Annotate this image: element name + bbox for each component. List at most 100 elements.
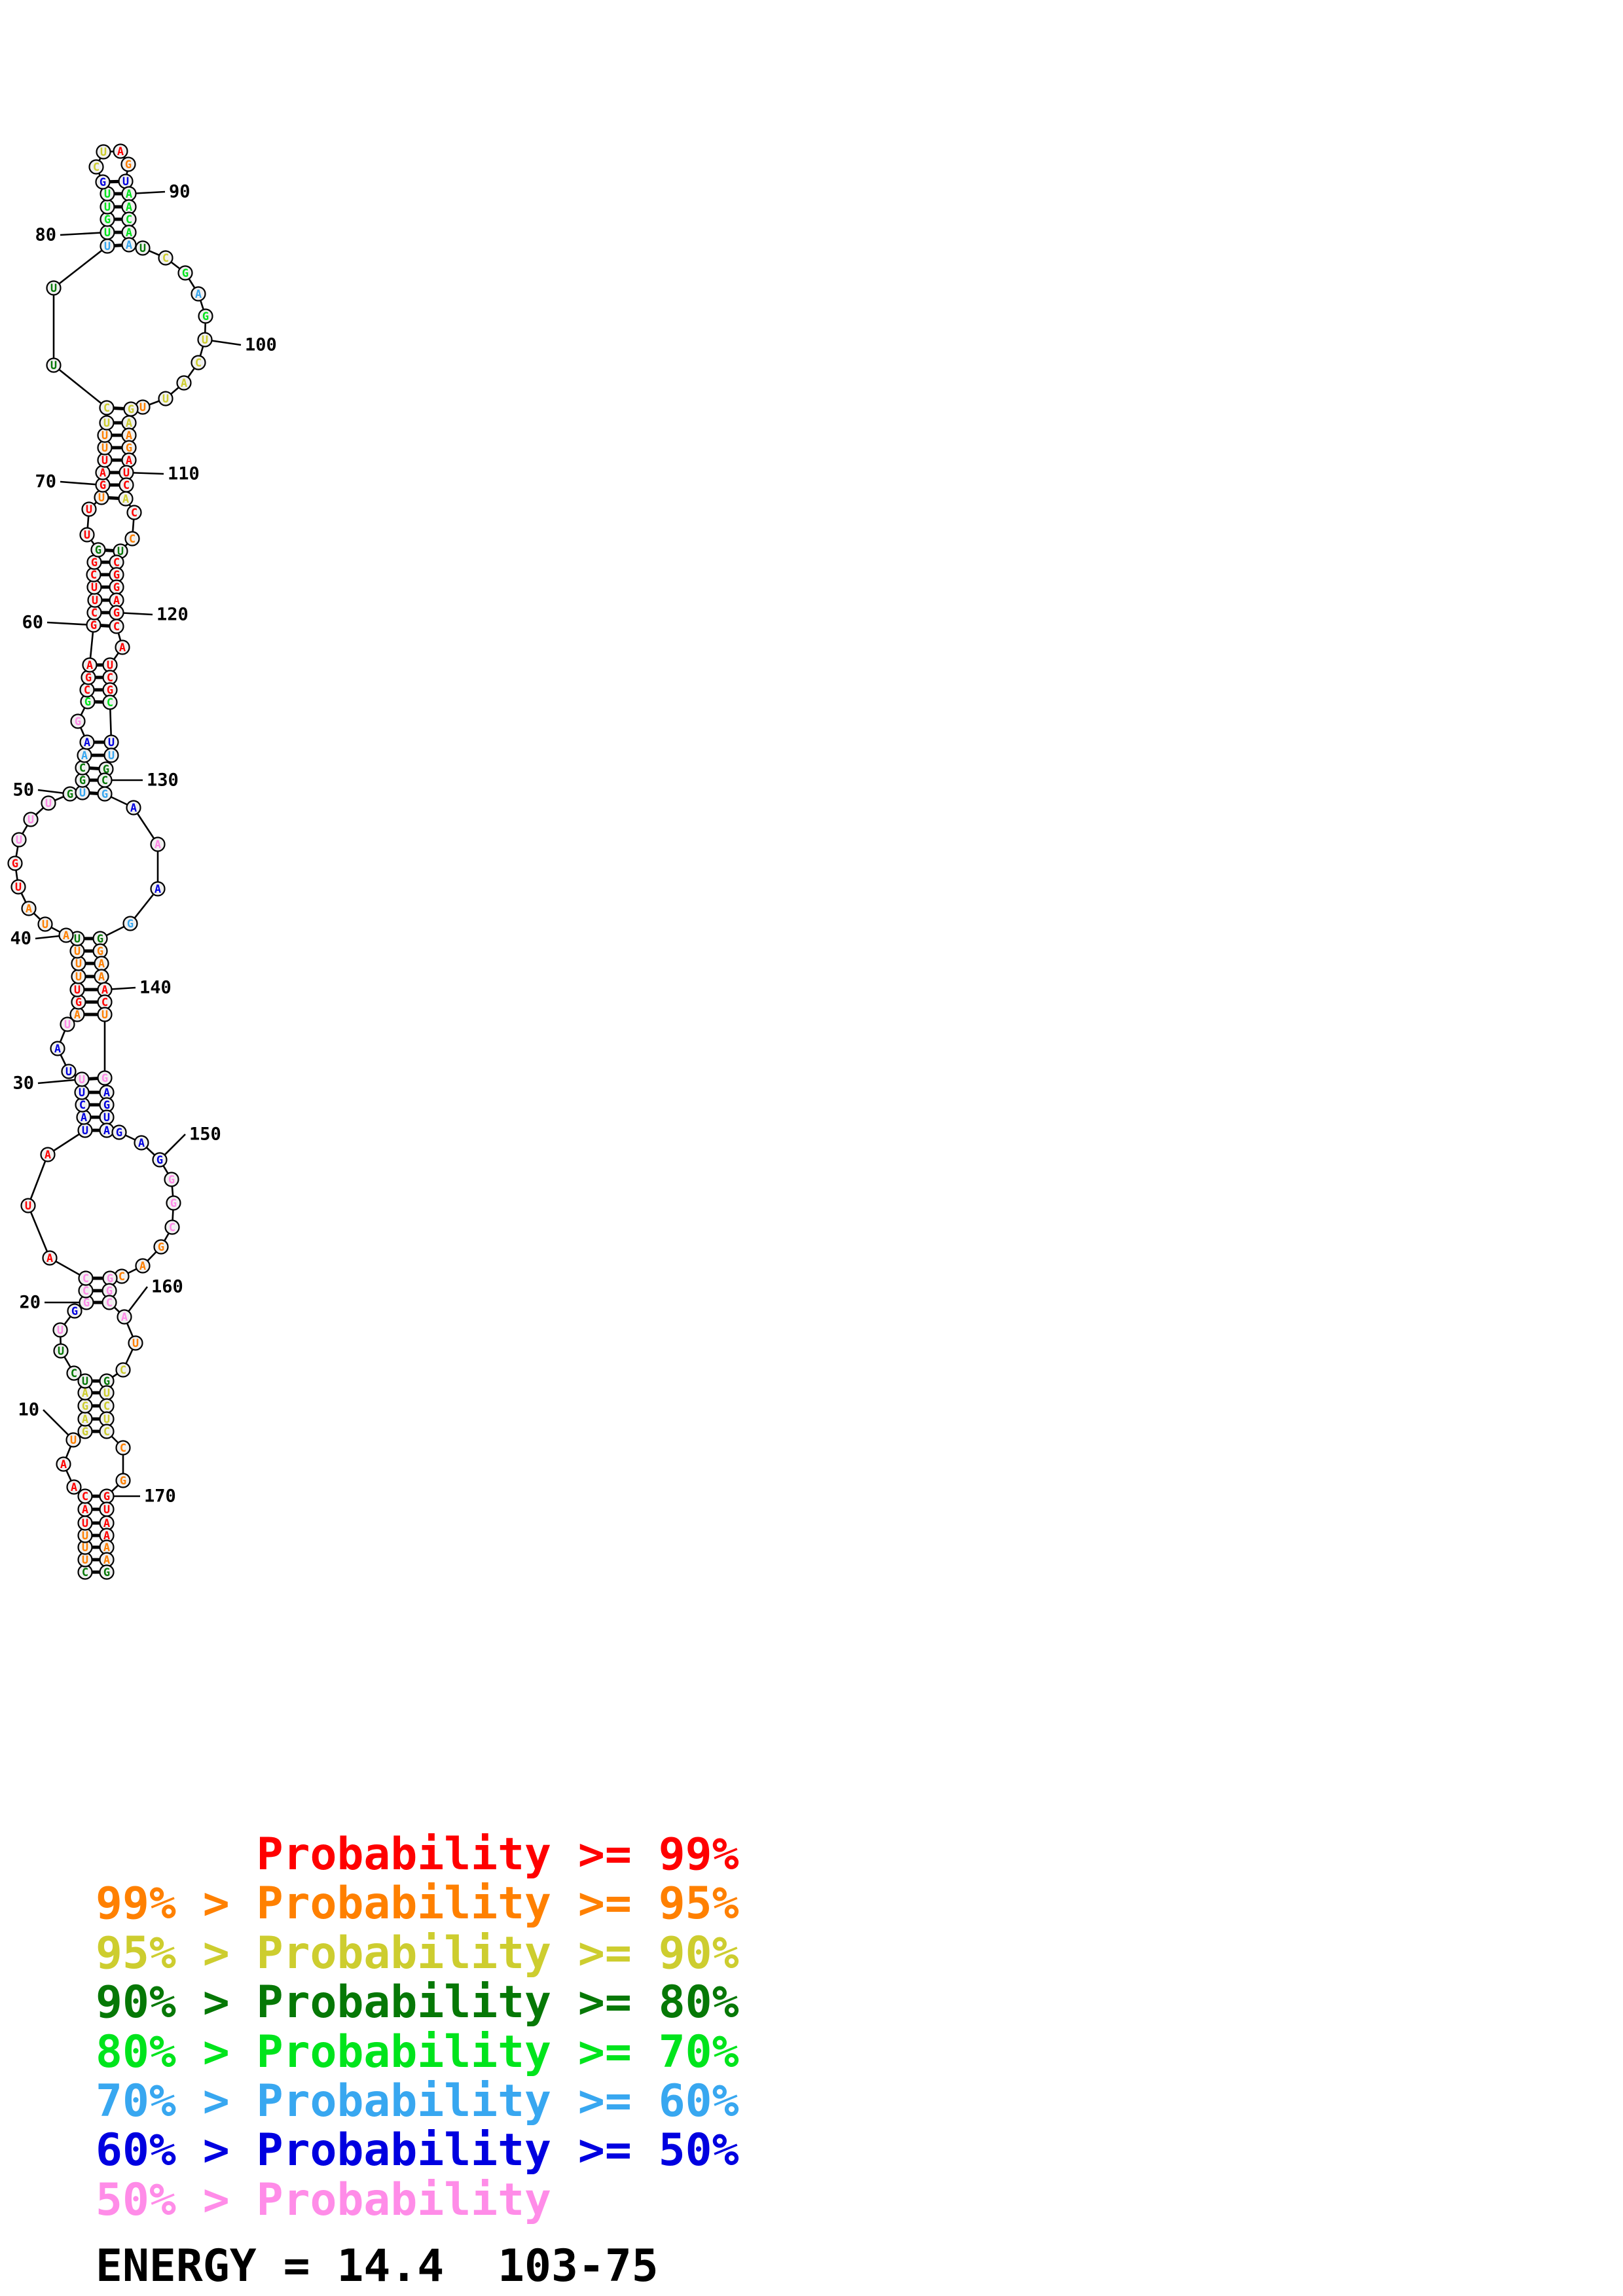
nucleotide: G <box>111 1124 127 1140</box>
nucleotide-letter: A <box>98 958 105 971</box>
nucleotide-letter: A <box>155 883 161 896</box>
nucleotide-letter: U <box>79 787 86 800</box>
nucleotide-circle <box>46 280 62 296</box>
nucleotide-letter: A <box>60 1458 67 1471</box>
nucleotide: A <box>121 237 137 253</box>
nucleotide-letter: G <box>107 1272 113 1285</box>
position-label: 120 <box>116 605 189 625</box>
nucleotide: C <box>109 554 124 570</box>
nucleotide: G <box>90 542 106 558</box>
nucleotide: A <box>77 1411 93 1427</box>
nucleotide-circle <box>122 916 138 931</box>
nucleotide-circle <box>10 879 26 895</box>
position-label: 20 <box>19 1293 86 1313</box>
nucleotide-letter: A <box>126 429 132 442</box>
nucleotide: U <box>53 1343 69 1359</box>
nucleotide: C <box>126 505 142 520</box>
nucleotide-letter: U <box>101 429 108 442</box>
nucleotide: G <box>99 1564 115 1580</box>
nucleotide: U <box>135 240 151 256</box>
nucleotide: G <box>67 1303 82 1319</box>
position-label-text: 100 <box>245 335 277 355</box>
nucleotide-letter: U <box>139 401 146 414</box>
nucleotide: U <box>77 1122 93 1138</box>
nucleotide-letter: C <box>82 1490 88 1503</box>
nucleotide-circle <box>99 415 115 431</box>
nucleotide-letter: U <box>98 492 105 505</box>
nucleotide: C <box>88 159 104 175</box>
nucleotide-letter: G <box>75 715 81 728</box>
nucleotide-letter: C <box>93 161 100 174</box>
nucleotide-letter: C <box>113 620 120 634</box>
nucleotide-letter: G <box>91 556 98 569</box>
nucleotide: U <box>46 357 62 373</box>
nucleotide-letter: A <box>117 145 124 158</box>
nucleotide-circle <box>150 881 166 897</box>
nucleotides: CUUUUACAAUGAGAUCUUGGCCAUAUACUUUAUAGUUUUU… <box>7 143 213 1580</box>
nucleotide-letter: G <box>125 158 132 171</box>
nucleotide-circle <box>111 1124 127 1140</box>
nucleotide: A <box>121 427 137 443</box>
nucleotide-letter: U <box>101 442 108 455</box>
nucleotide-letter: A <box>98 971 105 984</box>
nucleotide-letter: A <box>81 1111 87 1124</box>
legend-item: 90% > Probability >= 80% <box>96 1977 739 2028</box>
nucleotide-letter: U <box>82 1124 88 1138</box>
nucleotide: U <box>61 1064 77 1079</box>
nucleotide: G <box>198 308 213 324</box>
nucleotide: C <box>86 605 102 620</box>
nucleotide-circle <box>7 855 23 871</box>
position-label: 110 <box>126 464 200 484</box>
nucleotide: U <box>97 1007 113 1022</box>
nucleotide-circle <box>128 1335 143 1351</box>
nucleotide-circle <box>81 501 97 517</box>
nucleotide: G <box>99 1097 115 1113</box>
nucleotide-circle <box>96 144 111 160</box>
nucleotide-letter: U <box>123 467 130 480</box>
nucleotide: U <box>71 956 86 971</box>
position-label-text: 30 <box>12 1073 34 1094</box>
nucleotide-letter: A <box>63 929 69 942</box>
nucleotide-letter: U <box>103 1111 110 1124</box>
nucleotide-circle <box>11 832 27 848</box>
nucleotide-circle <box>67 1303 82 1319</box>
nucleotide-circle <box>113 143 128 159</box>
nucleotide: C <box>158 250 173 266</box>
legend-item: 50% > Probability <box>96 2174 551 2226</box>
nucleotide-letter: A <box>138 1137 145 1150</box>
nucleotide-circle <box>79 734 95 750</box>
nucleotide-circle <box>66 1479 82 1495</box>
nucleotide-letter: A <box>103 1517 110 1530</box>
position-label-text: 110 <box>168 464 200 484</box>
nucleotide-letter: U <box>79 1086 85 1100</box>
nucleotide-letter: C <box>90 569 97 582</box>
nucleotide-circle <box>88 159 104 175</box>
nucleotide-letter: A <box>46 1252 53 1265</box>
nucleotide: U <box>79 527 95 543</box>
nucleotide: C <box>78 1283 94 1299</box>
nucleotide-circle <box>60 1016 75 1032</box>
nucleotide-circle <box>74 1071 90 1087</box>
nucleotide-letter: U <box>104 240 111 253</box>
nucleotide-letter: G <box>97 933 103 946</box>
nucleotide-circle <box>166 1195 181 1211</box>
nucleotide-letter: U <box>70 1434 77 1447</box>
nucleotide-circle <box>198 308 213 324</box>
nucleotide-letter: G <box>100 479 106 492</box>
nucleotide-letter: C <box>103 1426 110 1439</box>
nucleotide-circle <box>120 156 136 172</box>
position-label: 90 <box>128 182 191 202</box>
nucleotide-letter: C <box>129 533 136 546</box>
nucleotide: C <box>191 355 206 370</box>
nucleotide-letter: U <box>82 1375 88 1388</box>
nucleotide-letter: C <box>82 1272 89 1285</box>
nucleotide-letter: U <box>101 1009 108 1022</box>
nucleotide: U <box>75 785 90 800</box>
nucleotide-letter: U <box>65 1066 72 1079</box>
nucleotide: U <box>97 440 113 456</box>
nucleotide: C <box>86 567 101 583</box>
nucleotide-circle <box>153 1239 169 1255</box>
nucleotide-letter: U <box>107 659 113 672</box>
legend-item: 95% > Probability >= 90% <box>96 1928 739 1979</box>
nucleotide: A <box>121 452 137 468</box>
